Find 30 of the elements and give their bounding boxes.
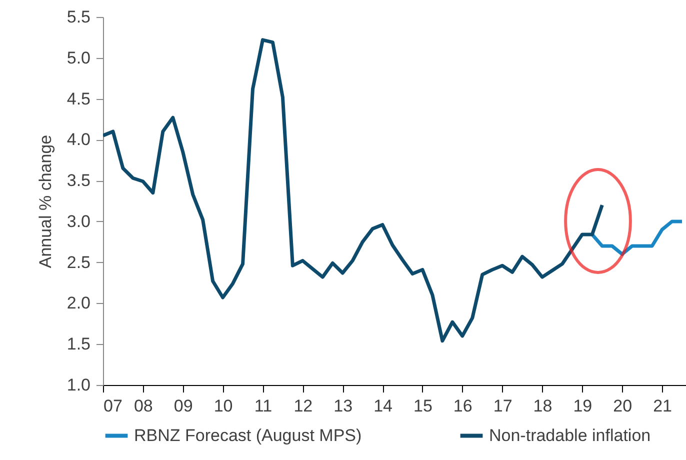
- x-tick-label: 21: [653, 396, 672, 416]
- y-tick-label: 4.0: [66, 130, 90, 150]
- y-tick-label: 3.0: [66, 212, 90, 231]
- line-series: [103, 38, 604, 343]
- x-tick-label: 18: [533, 396, 552, 416]
- x-tick-label: 15: [413, 396, 432, 416]
- y-tick-label: 3.5: [66, 171, 90, 190]
- x-tick-label: 10: [214, 396, 233, 416]
- x-tick-label: 11: [254, 396, 272, 416]
- y-tick-label: 5.0: [66, 48, 90, 68]
- legend-label: RBNZ Forecast (August MPS): [134, 426, 362, 445]
- y-axis-title: Annual % change: [36, 134, 55, 268]
- y-tick-label: 1.0: [66, 376, 90, 394]
- line-series: [590, 220, 684, 256]
- x-tick-label: 07: [104, 396, 122, 416]
- y-tick-label: 4.5: [66, 89, 90, 108]
- x-tick-label: 17: [493, 396, 512, 416]
- x-tick-label: 12: [294, 396, 313, 416]
- x-tick-label: 09: [174, 396, 193, 416]
- x-tick-label: 20: [613, 396, 632, 416]
- y-tick-label: 1.5: [66, 334, 90, 354]
- x-tick-label: 19: [573, 396, 592, 416]
- x-tick-label: 13: [334, 396, 353, 416]
- y-tick-label: 2.0: [66, 294, 90, 313]
- x-tick-label: 16: [453, 396, 472, 416]
- y-tick-label: 2.5: [66, 252, 90, 272]
- x-tick-label: 14: [374, 396, 392, 416]
- x-tick-label: 08: [134, 396, 153, 416]
- legend-label: Non-tradable inflation: [489, 426, 651, 445]
- y-tick-label: 5.5: [66, 8, 90, 26]
